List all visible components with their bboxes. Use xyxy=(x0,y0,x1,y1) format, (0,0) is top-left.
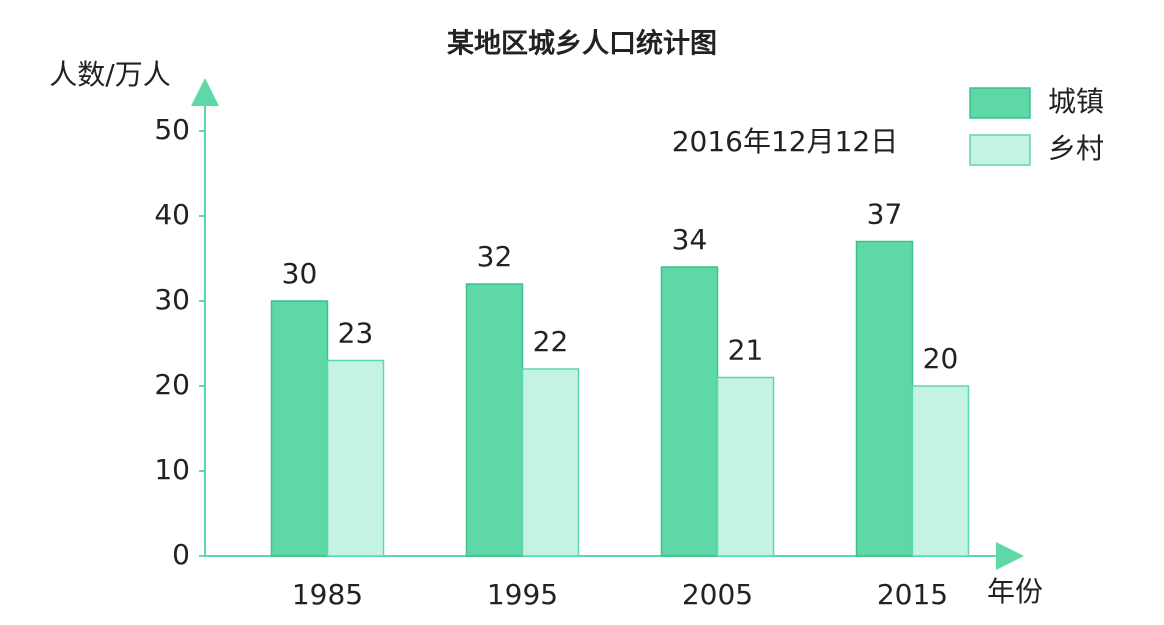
data-label: 32 xyxy=(477,240,513,273)
y-tick-label: 30 xyxy=(154,283,190,316)
bar xyxy=(716,376,775,557)
data-label: 20 xyxy=(923,342,959,375)
bar xyxy=(465,283,524,557)
y-axis-title: 人数/万人 xyxy=(49,58,170,91)
bar xyxy=(855,240,914,557)
data-label: 23 xyxy=(338,317,374,350)
data-label: 37 xyxy=(867,198,903,231)
bar xyxy=(270,300,329,557)
x-tick-label: 1995 xyxy=(487,578,558,611)
x-tick-label: 2005 xyxy=(682,578,753,611)
legend-label: 城镇 xyxy=(1048,85,1104,118)
data-label: 22 xyxy=(533,325,569,358)
x-tick-label: 1985 xyxy=(292,578,363,611)
y-tick-label: 40 xyxy=(154,198,190,231)
legend-label: 乡村 xyxy=(1048,132,1104,165)
y-tick-label: 20 xyxy=(154,368,190,401)
y-tick-label: 0 xyxy=(172,538,190,571)
bar xyxy=(326,359,385,557)
bar xyxy=(660,266,719,557)
annotation: 2016年12月12日 xyxy=(672,125,899,158)
data-label: 21 xyxy=(728,334,764,367)
bar xyxy=(521,368,580,557)
data-label: 34 xyxy=(672,223,708,256)
x-tick-label: 2015 xyxy=(877,578,948,611)
y-tick-label: 50 xyxy=(154,113,190,146)
y-tick-label: 10 xyxy=(154,453,190,486)
x-axis-title: 年份 xyxy=(987,575,1043,608)
legend-swatch xyxy=(969,134,1031,166)
legend-swatch xyxy=(969,87,1031,119)
data-label: 30 xyxy=(282,257,318,290)
chart-title: 某地区城乡人口统计图 xyxy=(447,28,717,60)
bar xyxy=(911,385,970,557)
